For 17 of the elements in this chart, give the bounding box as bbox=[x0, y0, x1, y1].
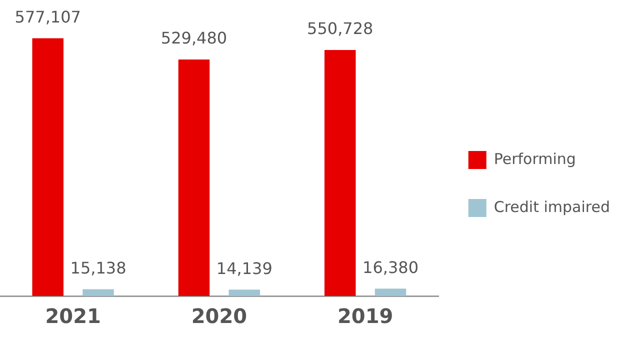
data-label: 550,728 bbox=[307, 19, 374, 38]
bar bbox=[82, 289, 114, 296]
data-label: 529,480 bbox=[160, 28, 228, 48]
legend-label: Performing bbox=[494, 150, 576, 168]
legend-label: Credit impaired bbox=[494, 198, 610, 216]
x-tick-label: 2021 bbox=[45, 304, 101, 328]
x-tick-label: 2020 bbox=[191, 304, 248, 328]
bar bbox=[374, 288, 406, 296]
bar bbox=[32, 38, 64, 296]
bar bbox=[228, 290, 260, 296]
data-label: 577,107 bbox=[14, 7, 81, 26]
bar bbox=[178, 60, 210, 296]
data-label: 15,138 bbox=[70, 258, 126, 278]
data-label: 14,139 bbox=[216, 258, 272, 278]
x-tick-label: 2019 bbox=[337, 304, 394, 328]
data-label: 16,380 bbox=[362, 258, 419, 277]
bar bbox=[324, 50, 356, 296]
